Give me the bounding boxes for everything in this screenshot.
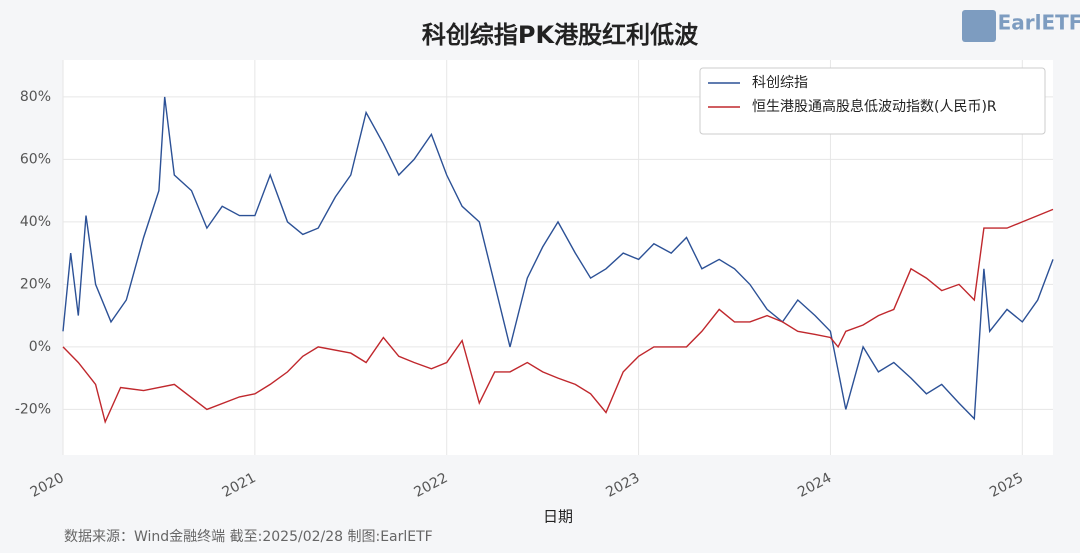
legend-box xyxy=(699,67,1046,135)
logo-icon xyxy=(962,10,996,42)
chart-title: 科创综指PK港股红利低波 xyxy=(422,21,699,49)
y-tick-label: 20% xyxy=(20,276,51,292)
y-tick-label: 60% xyxy=(20,151,51,167)
series-line xyxy=(62,96,1054,421)
y-tick-label: 80% xyxy=(20,89,51,105)
series-line xyxy=(62,208,1054,425)
y-tick-label: 40% xyxy=(20,214,51,230)
legend-label: 科创综指 xyxy=(752,75,808,91)
y-tick-label: -20% xyxy=(15,401,51,417)
y-tick-label: 0% xyxy=(29,339,51,355)
x-axis-label: 日期 xyxy=(543,508,573,526)
legend-label: 恒生港股通高股息低波动指数(人民币)R xyxy=(752,98,997,115)
logo: EarlETF xyxy=(998,11,1080,35)
source-note: 数据来源：Wind金融终端 截至:2025/02/28 制图:EarlETF xyxy=(64,529,433,545)
